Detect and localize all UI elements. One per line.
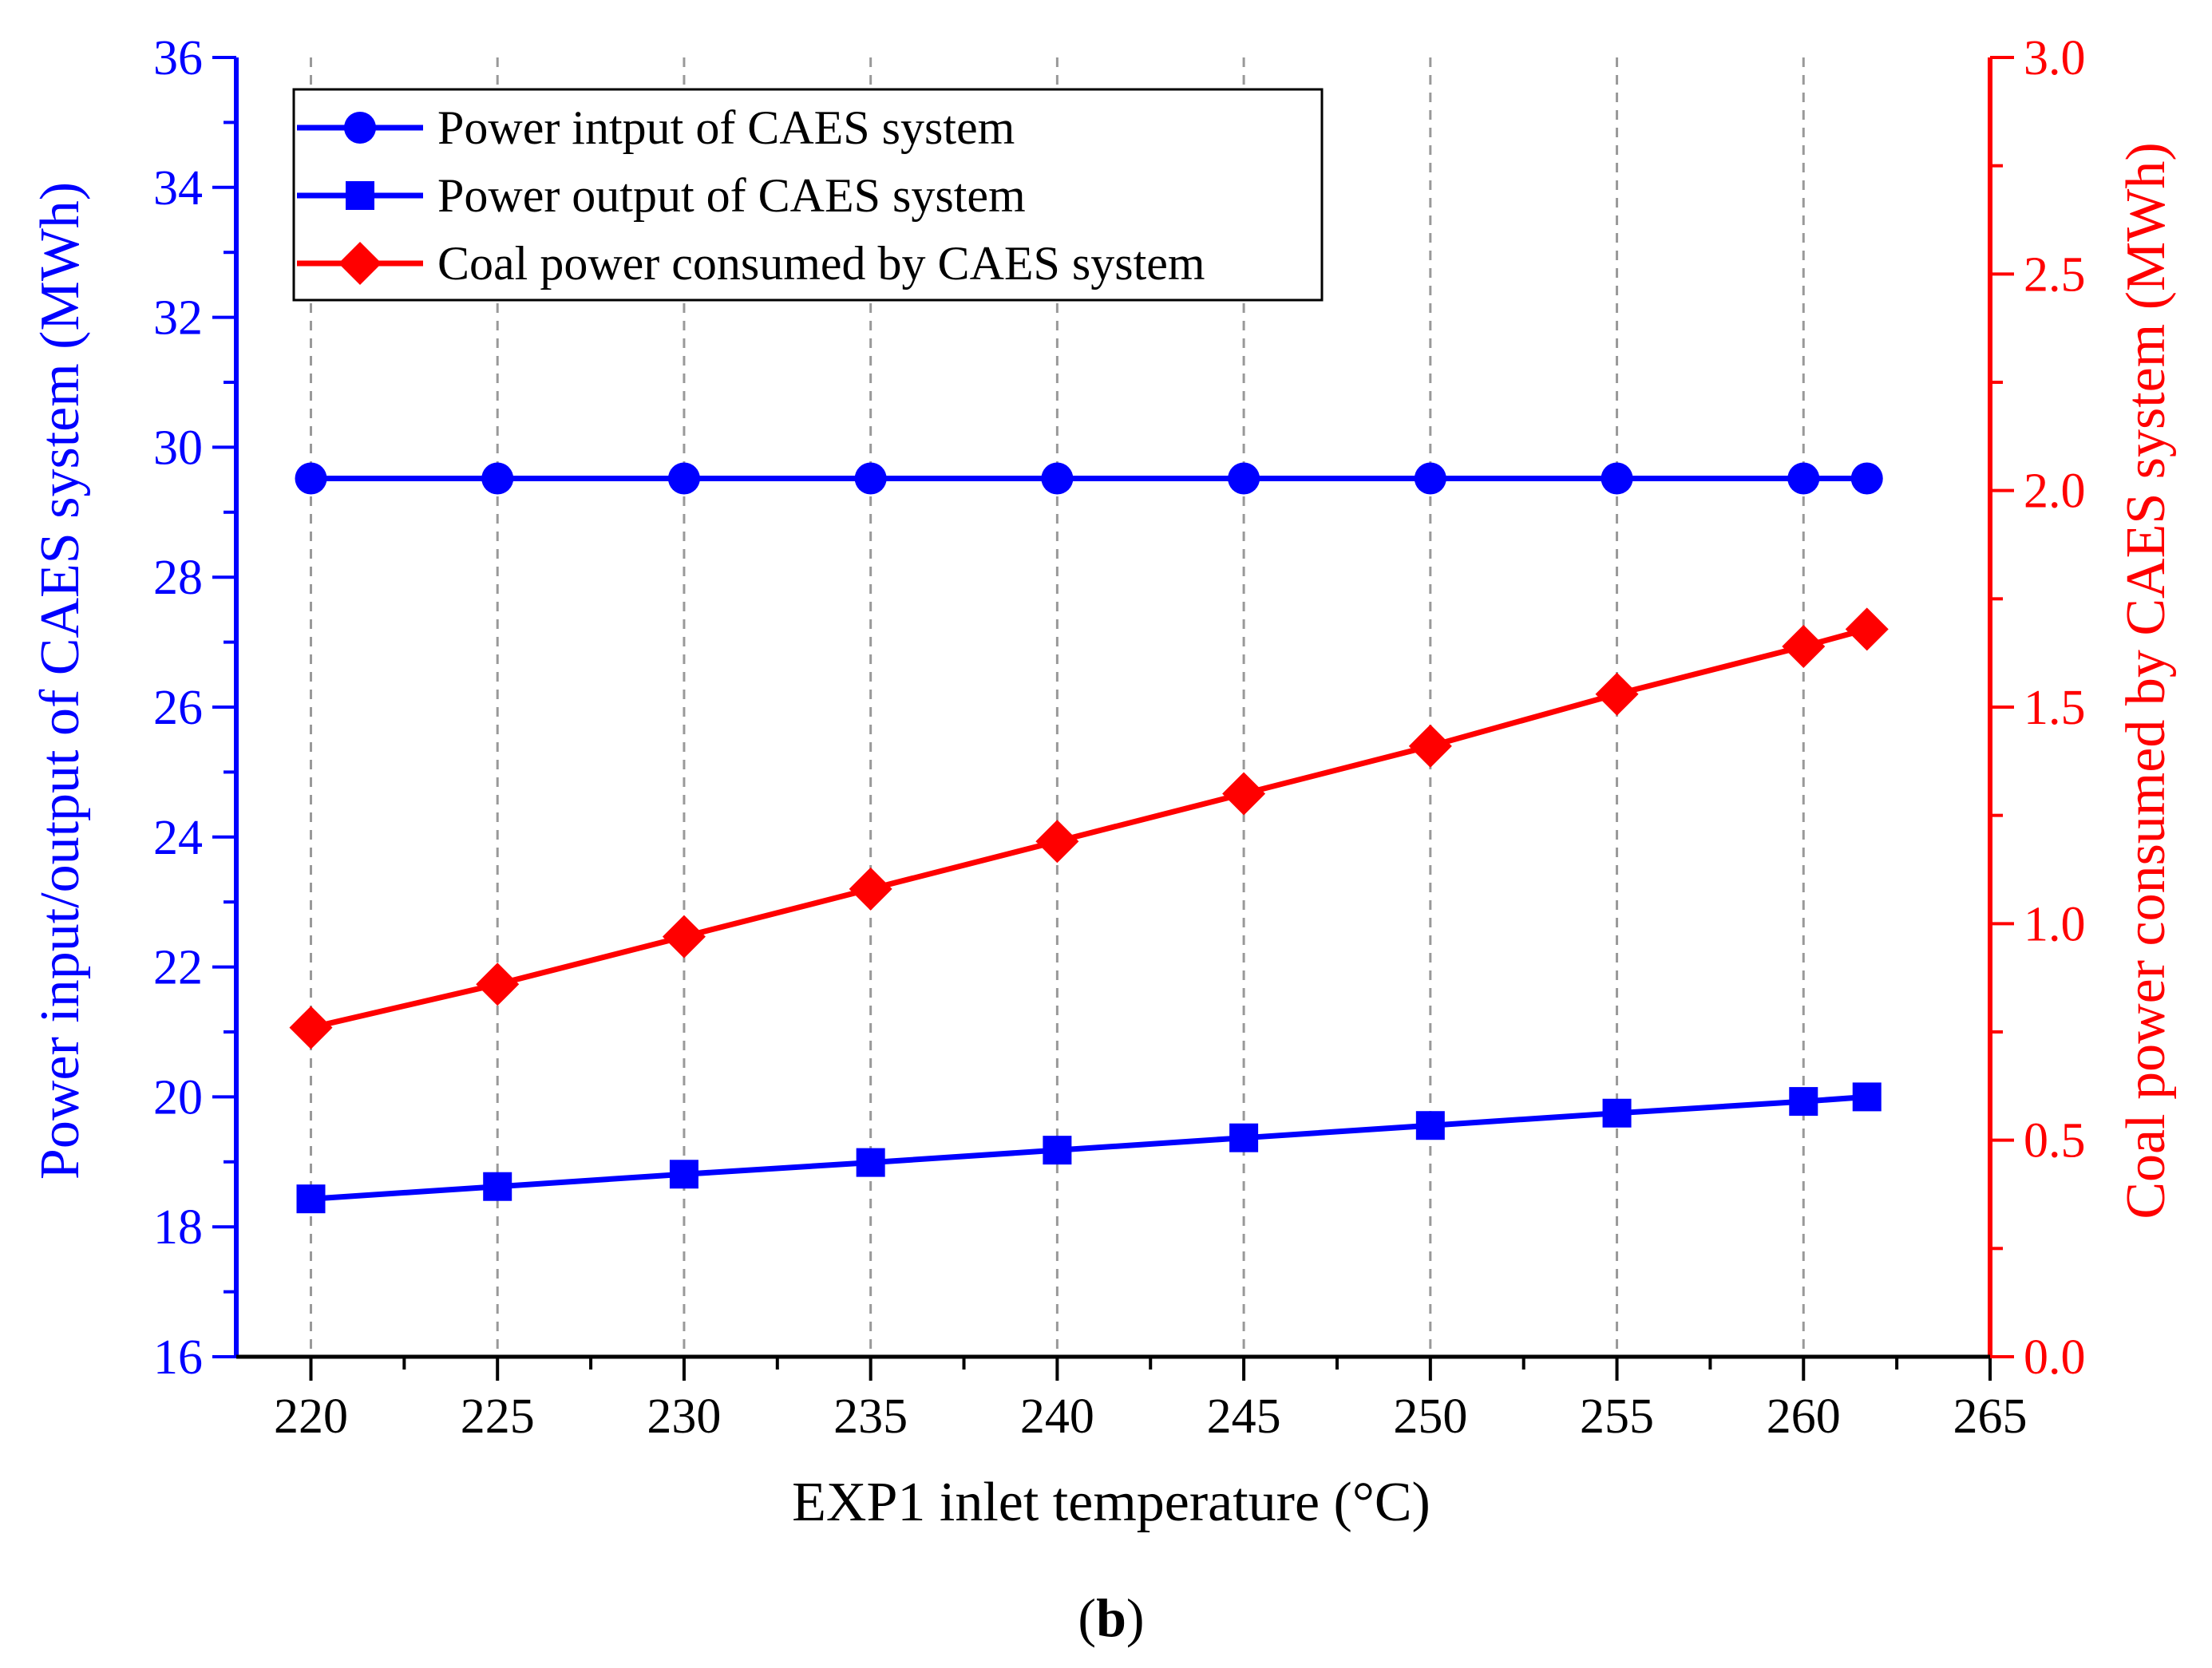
y-left-tick-label-16: 16	[153, 1330, 203, 1385]
series-3	[289, 607, 1889, 1049]
data-point-circle	[295, 462, 327, 495]
data-point-square	[1415, 1111, 1445, 1140]
y-right-tick-label-2.0: 2.0	[2024, 464, 2086, 519]
y-right-tick-label-0.0: 0.0	[2024, 1330, 2086, 1385]
y-left-tick-label-18: 18	[153, 1200, 203, 1255]
y-left-tick-label-20: 20	[153, 1070, 203, 1125]
data-point-circle	[1041, 462, 1074, 495]
data-point-square	[856, 1148, 885, 1177]
y-left-tick-label-36: 36	[153, 31, 203, 85]
series-line-3	[310, 626, 1868, 1030]
tick-labels: 220 225 230 235 240 245 250 255 260 265 16 18 20 22 24…	[153, 31, 2086, 1444]
x-tick-label-235: 235	[833, 1389, 908, 1444]
data-point-diamond	[849, 867, 892, 911]
legend: Power intput of CAES system Power output …	[292, 88, 1324, 302]
data-point-diamond	[476, 962, 520, 1006]
data-point-diamond	[289, 1006, 333, 1049]
y-left-axis-title: Power input/output of CAES system (MWh)	[30, 182, 91, 1180]
y-right-tick-label-3.0: 3.0	[2024, 31, 2086, 85]
data-point-diamond	[1845, 607, 1889, 651]
x-tick-label-245: 245	[1207, 1389, 1281, 1444]
data-point-square	[669, 1160, 698, 1189]
y-left-tick-label-26: 26	[153, 681, 203, 735]
data-point-diamond	[662, 915, 706, 959]
x-tick-label-240: 240	[1020, 1389, 1094, 1444]
legend-marker-diamond	[338, 242, 382, 285]
series-1	[295, 462, 1883, 495]
data-point-diamond	[1035, 820, 1079, 864]
data-point-diamond	[1222, 772, 1266, 816]
data-point-circle	[1601, 462, 1633, 495]
data-point-square	[1602, 1098, 1632, 1128]
data-point-square	[296, 1184, 326, 1214]
legend-box	[292, 88, 1324, 302]
y-right-tick-label-2.5: 2.5	[2024, 247, 2086, 302]
y-left-tick-label-32: 32	[153, 291, 203, 346]
data-point-circle	[854, 462, 887, 495]
data-point-circle	[1228, 462, 1260, 495]
data-point-square	[483, 1172, 512, 1201]
data-point-circle	[667, 462, 700, 495]
legend-marker-circle	[344, 112, 376, 144]
y-left-tick-label-30: 30	[153, 421, 203, 475]
y-left-tick-label-28: 28	[153, 551, 203, 605]
x-tick-label-265: 265	[1953, 1389, 2028, 1444]
data-point-square	[1229, 1123, 1259, 1152]
legend-marker-square	[346, 181, 374, 210]
x-tick-label-225: 225	[461, 1389, 535, 1444]
x-tick-label-220: 220	[274, 1389, 348, 1444]
panel-label: (b)	[1078, 1587, 1144, 1648]
y-left-tick-label-22: 22	[153, 941, 203, 995]
legend-label-1: Power intput of CAES system	[437, 101, 1015, 154]
y-left-tick-label-34: 34	[153, 161, 203, 215]
legend-label-3: Coal power consumed by CAES system	[437, 237, 1205, 290]
x-tick-label-260: 260	[1767, 1389, 1841, 1444]
x-axis-title: EXP1 inlet temperature (°C)	[792, 1472, 1430, 1533]
y-right-tick-label-1.0: 1.0	[2024, 897, 2086, 951]
data-point-square	[1043, 1136, 1072, 1165]
data-point-circle	[481, 462, 514, 495]
series-2	[296, 1082, 1882, 1214]
data-point-circle	[1850, 462, 1883, 495]
data-point-circle	[1414, 462, 1446, 495]
y-right-axis-title: Coal power consumed by CAES system (MWh)	[2115, 142, 2177, 1219]
axes-layer	[212, 56, 2014, 1381]
x-tick-label-255: 255	[1580, 1389, 1654, 1444]
data-point-diamond	[1595, 672, 1639, 716]
data-point-square	[1789, 1087, 1818, 1117]
x-tick-label-250: 250	[1393, 1389, 1467, 1444]
y-right-tick-label-1.5: 1.5	[2024, 681, 2086, 735]
data-point-circle	[1787, 462, 1820, 495]
data-point-diamond	[1408, 724, 1452, 768]
panel-label-letter: b	[1096, 1587, 1126, 1648]
y-right-tick-label-0.5: 0.5	[2024, 1114, 2086, 1168]
legend-label-2: Power output of CAES system	[437, 169, 1026, 222]
series-layer	[289, 462, 1889, 1214]
series-line-2	[311, 1093, 1867, 1202]
data-point-square	[1852, 1082, 1882, 1112]
x-tick-label-230: 230	[647, 1389, 721, 1444]
data-point-diamond	[1782, 625, 1826, 669]
y-left-tick-label-24: 24	[153, 811, 203, 865]
